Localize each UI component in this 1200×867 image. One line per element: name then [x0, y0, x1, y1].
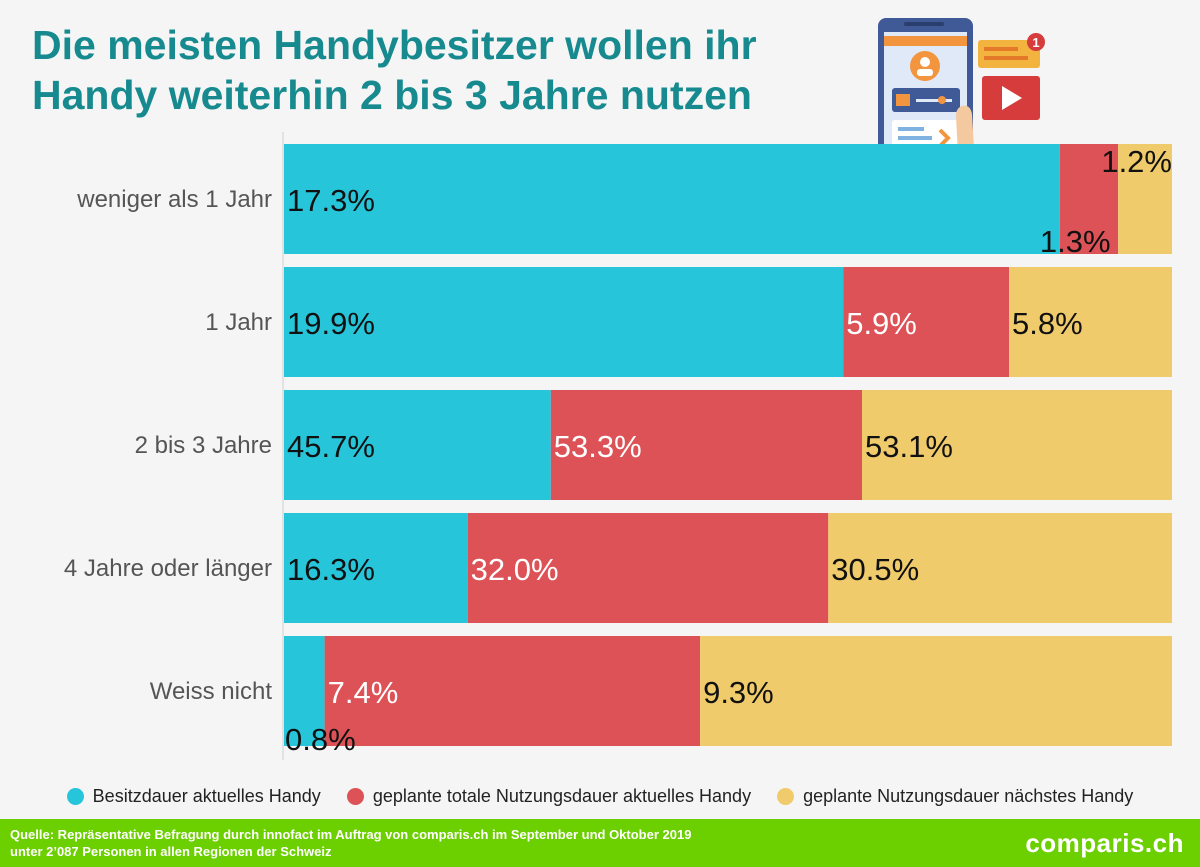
legend-label-geplante-totale-nutzungsdauer: geplante totale Nutzungsdauer aktuelles …: [372, 785, 752, 806]
bar-segment-4-jahre-oder-laenger-1: [467, 513, 829, 623]
bar-segment-1-jahr-1: [843, 267, 1010, 377]
legend-label-besitzdauer: Besitzdauer aktuelles Handy: [92, 785, 321, 806]
chart-title: Die meisten Handybesitzer wollen ihr Han…: [32, 20, 852, 120]
footer-bar: Quelle: Repräsentative Befragung durch i…: [0, 819, 1200, 867]
data-label-2-bis-3-jahre-1: 53.3%: [554, 429, 642, 464]
bar-segment-2-bis-3-jahre-0: [284, 390, 551, 500]
data-label-4-jahre-oder-laenger-2: 30.5%: [831, 552, 919, 587]
category-label-weiss-nicht: Weiss nicht: [150, 678, 273, 705]
source-line-1: Quelle: Repräsentative Befragung durch i…: [10, 827, 692, 842]
data-label-weniger-als-1-jahr-2: 1.2%: [1101, 144, 1172, 179]
bar-segment-weiss-nicht-1: [324, 636, 701, 746]
bar-segment-4-jahre-oder-laenger-2: [828, 513, 1172, 623]
data-label-weniger-als-1-jahr-0: 17.3%: [287, 183, 375, 218]
data-label-weiss-nicht-1: 7.4%: [328, 675, 399, 710]
data-label-2-bis-3-jahre-2: 53.1%: [865, 429, 953, 464]
svg-text:1: 1: [1032, 35, 1039, 50]
legend-swatch-besitzdauer: [66, 787, 84, 805]
category-label-2-bis-3-jahre: 2 bis 3 Jahre: [135, 432, 272, 459]
source-line-2: unter 2’087 Personen in allen Regionen d…: [10, 844, 332, 859]
bar-segment-weniger-als-1-jahr-0: [284, 144, 1060, 254]
bar-segment-weiss-nicht-0: [284, 636, 325, 746]
legend-item-nutzungsdauer-naechstes: geplante Nutzungsdauer nächstes Handy: [777, 786, 1133, 807]
bar-segment-weiss-nicht-2: [700, 636, 1172, 746]
brand-logo[interactable]: comparis.ch: [1025, 828, 1184, 858]
bar-segment-2-bis-3-jahre-2: [861, 390, 1172, 500]
bar-segment-1-jahr-2: [1009, 267, 1172, 377]
legend-item-geplante-totale-nutzungsdauer: geplante totale Nutzungsdauer aktuelles …: [346, 785, 752, 807]
data-label-1-jahr-0: 19.9%: [287, 306, 375, 341]
category-label-weniger-als-1-jahr: weniger als 1 Jahr: [76, 186, 272, 213]
category-label-4-jahre-oder-laenger: 4 Jahre oder länger: [64, 555, 272, 582]
chart-legend: Besitzdauer aktuelles Handy geplante tot…: [0, 780, 1200, 812]
data-label-1-jahr-1: 5.9%: [846, 306, 917, 341]
chart-title-line-1: Die meisten Handybesitzer wollen ihr: [32, 22, 757, 68]
chart-title-line-2: Handy weiterhin 2 bis 3 Jahre nutzen: [32, 72, 752, 118]
bar-segment-4-jahre-oder-laenger-0: [284, 513, 468, 623]
bar-segment-2-bis-3-jahre-1: [550, 390, 862, 500]
legend-swatch-nutzungsdauer-naechstes: [777, 787, 795, 805]
source-note: Quelle: Repräsentative Befragung durch i…: [10, 826, 691, 860]
legend-swatch-geplante-totale-nutzungsdauer: [346, 787, 364, 805]
data-label-4-jahre-oder-laenger-0: 16.3%: [287, 552, 375, 587]
category-label-1-jahr: 1 Jahr: [205, 309, 272, 336]
data-label-weiss-nicht-2: 9.3%: [703, 675, 774, 710]
legend-item-besitzdauer: Besitzdauer aktuelles Handy: [66, 785, 321, 807]
bar-segment-1-jahr-0: [284, 267, 844, 377]
legend-label-nutzungsdauer-naechstes: geplante Nutzungsdauer nächstes Handy: [803, 785, 1134, 806]
bar-segment-weniger-als-1-jahr-2: [1118, 144, 1172, 254]
data-label-2-bis-3-jahre-0: 45.7%: [287, 429, 375, 464]
data-label-4-jahre-oder-laenger-1: 32.0%: [471, 552, 559, 587]
data-label-1-jahr-2: 5.8%: [1012, 306, 1083, 341]
stacked-bar-chart: weniger als 1 Jahr 17.3% 1.3% 1.2% 1 Jahr 19.…: [64, 132, 1172, 760]
data-label-weiss-nicht-0: 0.8%: [285, 722, 356, 757]
bar-segment-weniger-als-1-jahr-1: [1059, 144, 1119, 254]
data-label-weniger-als-1-jahr-1: 1.3%: [1040, 224, 1111, 259]
